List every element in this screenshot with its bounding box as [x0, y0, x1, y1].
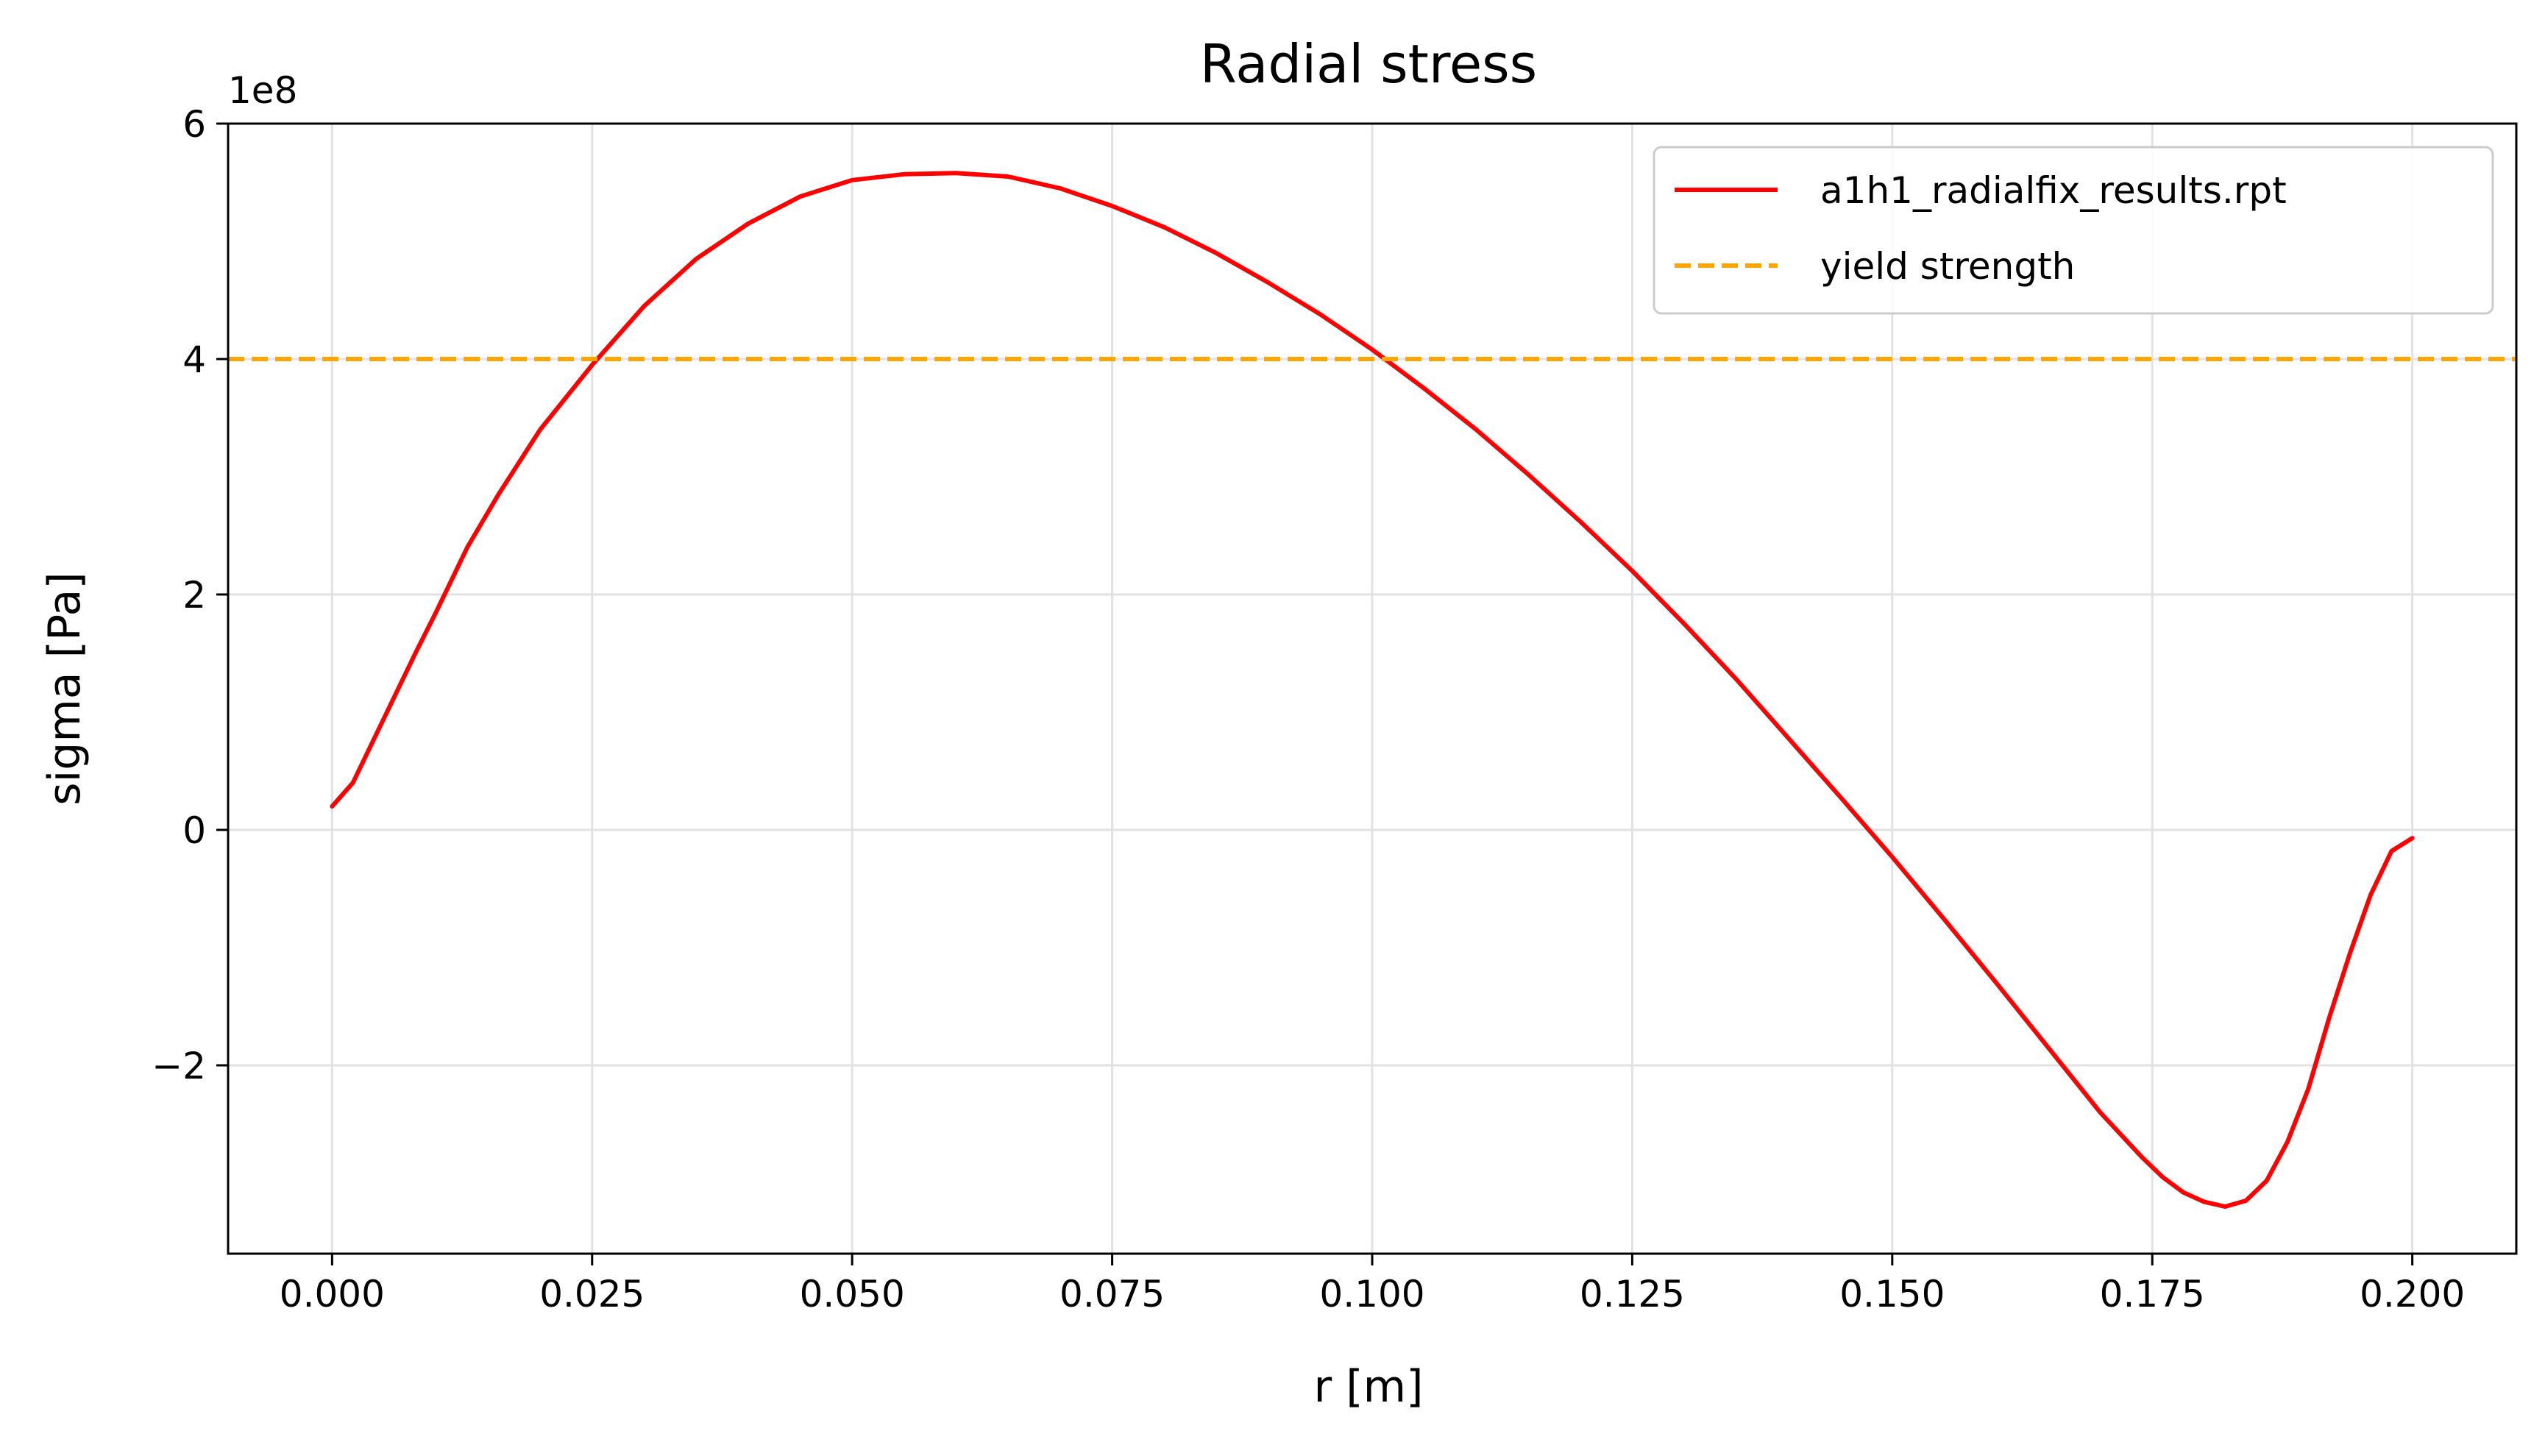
x-tick-label: 0.050	[800, 1273, 905, 1315]
plot-series	[228, 171, 2516, 1209]
chart-title: Radial stress	[1200, 33, 1537, 95]
legend: a1h1_radialfix_results.rpt yield strengt…	[1653, 146, 2494, 315]
y-tick-label: −2	[152, 1045, 206, 1087]
x-tick-label: 0.125	[1580, 1273, 1685, 1315]
x-tick-label: 0.000	[280, 1273, 385, 1315]
x-tick-label: 0.150	[1839, 1273, 1945, 1315]
x-axis-label: r [m]	[1313, 1361, 1423, 1413]
x-tick-label: 0.100	[1319, 1273, 1424, 1315]
x-tick-label: 0.200	[2360, 1273, 2465, 1315]
legend-box	[1653, 146, 2494, 315]
y-tick-label: 6	[182, 103, 206, 146]
y-tick-label: 4	[182, 338, 206, 381]
y-axis-label: sigma [Pa]	[39, 572, 90, 805]
y-offset-label: 1e8	[228, 69, 297, 112]
legend-label-yield: yield strength	[1820, 245, 2075, 288]
legend-label-results: a1h1_radialfix_results.rpt	[1820, 169, 2287, 212]
x-tick-label: 0.075	[1059, 1273, 1165, 1315]
axis-ticks: 0.000 0.025 0.050 0.075 0.100 0.125 0.150 0.175…	[152, 103, 2465, 1315]
y-tick-label: 0	[182, 809, 206, 852]
series-line-radial-stress	[330, 171, 2415, 1209]
x-tick-label: 0.025	[539, 1273, 645, 1315]
y-tick-label: 2	[182, 574, 206, 617]
x-tick-label: 0.175	[2100, 1273, 2205, 1315]
